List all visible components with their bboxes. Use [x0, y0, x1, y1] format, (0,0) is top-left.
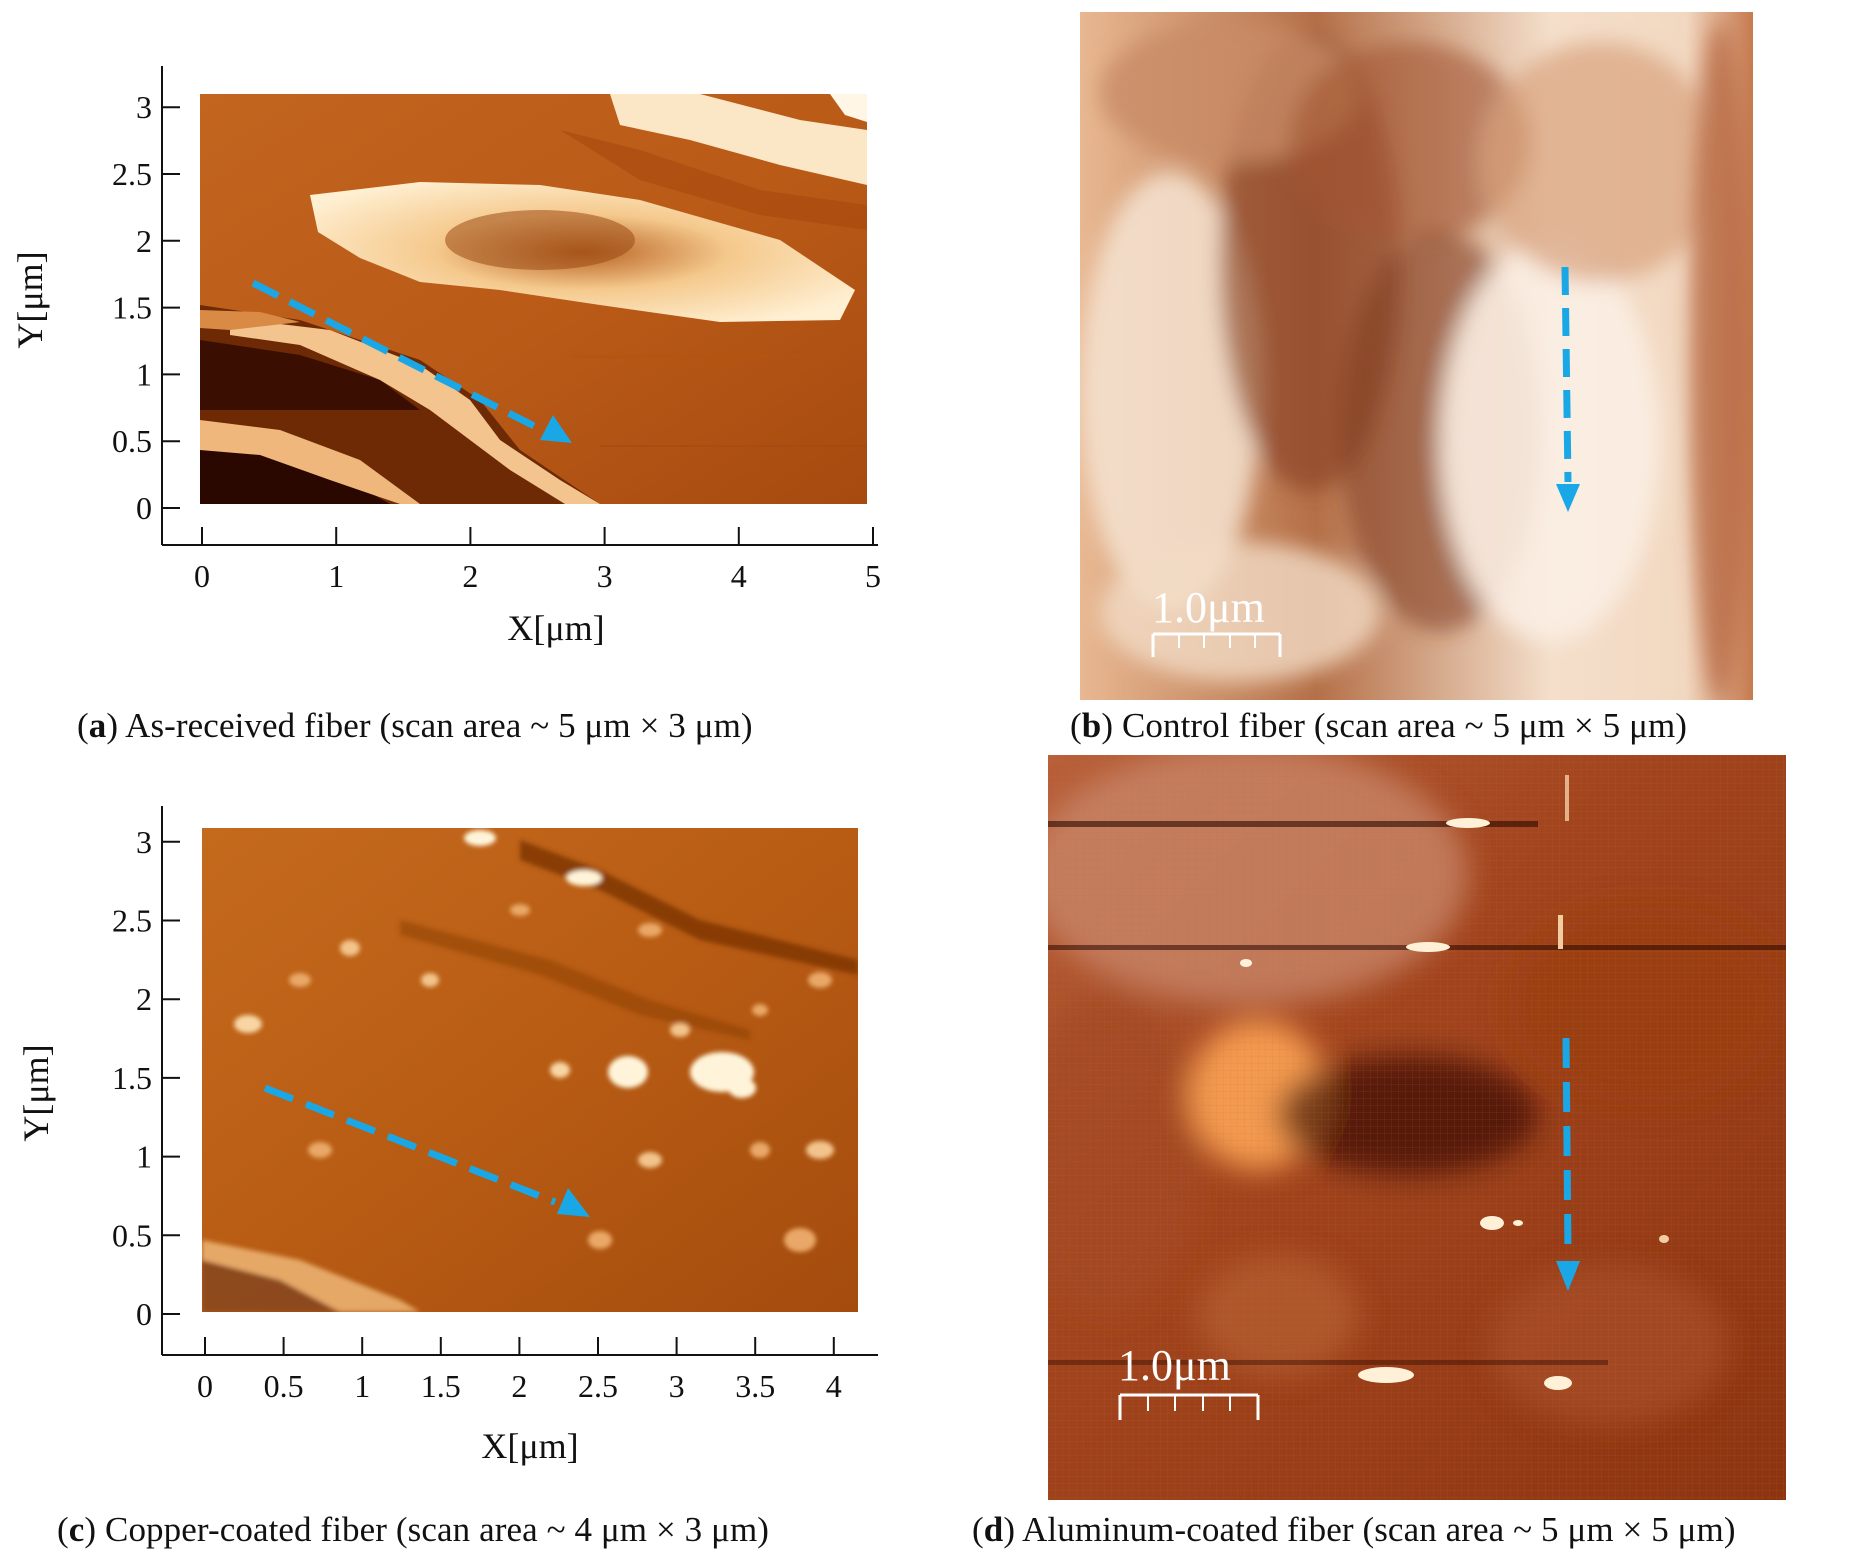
x-axis-a-tick-label: 3	[597, 558, 613, 594]
afm-image-b: 1.0μm	[1080, 12, 1753, 700]
y-axis-a-tick-label: 0	[136, 490, 152, 526]
afm-image-b-svg: 1.0μm	[1080, 12, 1753, 700]
caption-a: (a) As-received fiber (scan area ~ 5 μm …	[77, 706, 753, 745]
y-axis-c-tick-label: 1.5	[112, 1060, 152, 1096]
caption-text-d: Aluminum-coated fiber (scan area ~ 5 μm …	[1022, 1510, 1736, 1549]
scan-direction-arrow-c	[263, 1084, 590, 1217]
x-axis-c-tick-label: 2.5	[578, 1368, 618, 1404]
x-axis-a-tick-label: 2	[462, 558, 478, 594]
x-axis-c-tick-label: 2	[511, 1368, 527, 1404]
caption-label-c: c	[68, 1510, 85, 1549]
afm-plot-c: 0 0.5 1 1.5 2 2.5 3 0 0.5 1 1.5 2 2.5 3 3.5 4 Y[μm] X[…	[16, 806, 878, 1466]
y-axis-c-tick-label: 2	[136, 981, 152, 1017]
caption-text-a: As-received fiber (scan area ~ 5 μm × 3 …	[125, 706, 753, 745]
caption-b: (b) Control fiber (scan area ~ 5 μm × 5 …	[1070, 706, 1688, 745]
afm-image-d: 1.0μm	[1048, 755, 1786, 1500]
scale-bar-label-b: 1.0μm	[1152, 583, 1265, 632]
afm-image-d-svg: 1.0μm	[1048, 755, 1786, 1500]
x-axis-label-c: X[μm]	[481, 1426, 578, 1466]
panel-d: 1.0μm (d) Aluminum-coated fiber (scan ar…	[960, 755, 1862, 1565]
afm-image-a	[200, 94, 867, 504]
caption-label-d: d	[983, 1510, 1004, 1549]
y-axis-c-tick-label: 0	[136, 1296, 152, 1332]
scale-bar-b: 1.0μm	[1151, 583, 1282, 657]
y-axis-label-a: Y[μm]	[10, 251, 50, 348]
y-axis-a-tick-label: 3	[136, 89, 152, 125]
y-axis-c-tick-label: 1	[136, 1139, 152, 1175]
panel-b: 1.0μm (b) Control fiber (scan area ~ 5 μ…	[1070, 12, 1862, 752]
x-axis-c-tick-label: 4	[826, 1368, 842, 1404]
x-axis-c-tick-label: 0.5	[264, 1368, 304, 1404]
caption-c: (c) Copper-coated fiber (scan area ~ 4 μ…	[57, 1510, 770, 1549]
scan-direction-arrow-d	[1556, 1037, 1580, 1291]
y-axis-a-tick-label: 2	[136, 223, 152, 259]
afm-plot-a: 0 0.5 1 1.5 2 2.5 3 0 1 2 3 4 5 Y[μm] X[μm]	[10, 66, 881, 648]
caption-label-b: b	[1081, 706, 1102, 745]
y-axis-c: 0 0.5 1 1.5 2 2.5 3	[112, 806, 180, 1355]
x-axis-a: 0 1 2 3 4 5	[162, 527, 881, 594]
x-axis-c-tick-label: 3.5	[735, 1368, 775, 1404]
y-axis-a-tick-label: 2.5	[112, 156, 152, 192]
x-axis-label-a: X[μm]	[507, 608, 604, 648]
panel-c: 0 0.5 1 1.5 2 2.5 3 0 0.5 1 1.5 2 2.5 3 3.5 4 Y[μm] X[…	[0, 770, 900, 1565]
caption-text-b: Control fiber (scan area ~ 5 μm × 5 μm)	[1121, 706, 1688, 745]
caption-d: (d) Aluminum-coated fiber (scan area ~ 5…	[972, 1510, 1736, 1549]
scale-bar-d: 1.0μm	[1118, 1341, 1260, 1420]
x-axis-c-tick-label: 0	[197, 1368, 213, 1404]
x-axis-c: 0 0.5 1 1.5 2 2.5 3 3.5 4	[162, 1337, 878, 1404]
afm-image-c	[202, 828, 858, 1312]
x-axis-c-tick-label: 1.5	[421, 1368, 461, 1404]
x-axis-c-tick-label: 1	[354, 1368, 370, 1404]
panel-a: 0 0.5 1 1.5 2 2.5 3 0 1 2 3 4 5 Y[μm] X[μm] (a) As-…	[0, 0, 900, 760]
y-axis-c-tick-label: 3	[136, 824, 152, 860]
y-axis-a-tick-label: 0.5	[112, 423, 152, 459]
y-axis-label-c: Y[μm]	[16, 1044, 56, 1141]
x-axis-c-tick-label: 3	[669, 1368, 685, 1404]
scan-direction-arrow-a	[251, 279, 572, 443]
x-axis-a-tick-label: 0	[194, 558, 210, 594]
y-axis-a: 0 0.5 1 1.5 2 2.5 3	[112, 66, 180, 545]
caption-text-c: Copper-coated fiber (scan area ~ 4 μm × …	[105, 1510, 770, 1549]
scan-direction-arrow-b	[1556, 266, 1580, 512]
scale-bar-label-d: 1.0μm	[1118, 1341, 1231, 1390]
x-axis-a-tick-label: 1	[328, 558, 344, 594]
y-axis-a-tick-label: 1.5	[112, 290, 152, 326]
y-axis-c-tick-label: 2.5	[112, 903, 152, 939]
y-axis-a-tick-label: 1	[136, 356, 152, 392]
y-axis-c-tick-label: 0.5	[112, 1217, 152, 1253]
x-axis-a-tick-label: 5	[865, 558, 881, 594]
x-axis-a-tick-label: 4	[731, 558, 747, 594]
caption-label-a: a	[88, 706, 107, 745]
